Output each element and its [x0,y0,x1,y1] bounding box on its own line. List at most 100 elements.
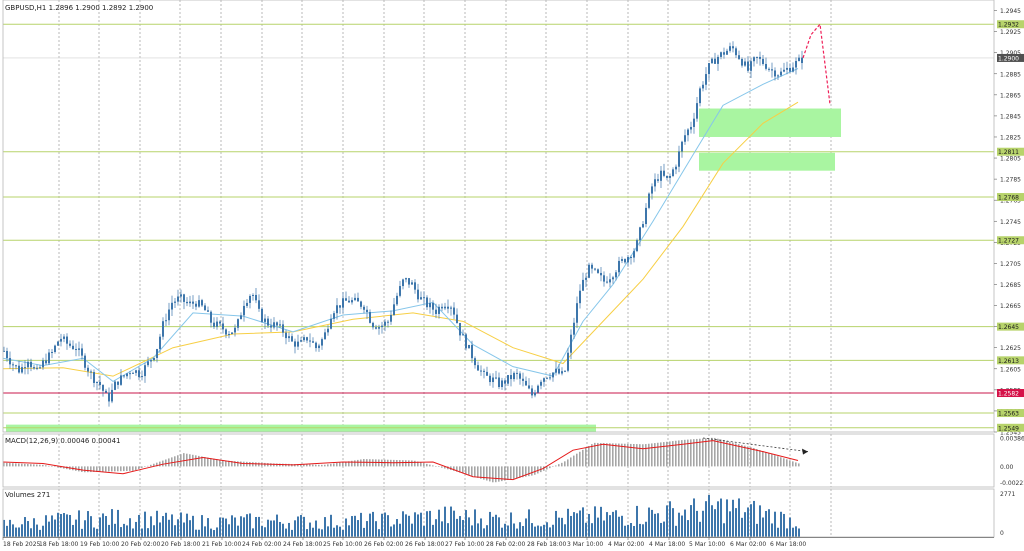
volume-bar [438,509,440,537]
candle-body [441,306,443,309]
volume-bar [366,521,368,537]
candle-body [66,336,68,344]
candle-body [273,322,275,328]
candle-body [669,175,671,178]
candle-body [744,61,746,66]
macd-bar [669,441,671,467]
candle-body [183,294,185,302]
time-label: 18 Feb 2025 [3,541,41,548]
macd-bar [750,447,752,467]
macd-bar [675,440,677,467]
macd-bar [546,466,548,470]
volume-bar [297,516,299,537]
macd-bar [678,440,680,467]
macd-bar [717,438,719,467]
candle-body [474,358,476,366]
candle-body [387,321,389,323]
macd-bar [474,466,476,477]
volume-bar [528,509,530,537]
volume-bar [714,509,716,537]
candle-body [483,370,485,372]
candle-body [414,282,416,290]
level-label: 1.2932 [998,22,1019,29]
volume-bar [120,527,122,537]
macd-tick-label: 0.00 [1000,464,1014,471]
volume-bar [459,516,461,537]
level-label-bg [997,20,1024,29]
macd-bar [480,466,482,479]
volume-bar [27,521,29,537]
macd-bar [537,466,539,474]
volume-bar [618,516,620,537]
candle-body [609,279,611,283]
volume-bar [327,526,329,537]
candle-body [192,301,194,304]
volume-bar [414,512,416,537]
price-tick-label: 1.2545 [1000,430,1021,437]
volume-bar [396,519,398,537]
candle-body [735,48,737,56]
volume-bar [219,517,221,537]
macd-bar [405,460,407,467]
macd-bar [723,440,725,467]
red-level-label: 1.2582 [998,391,1019,398]
volume-bar [573,512,575,537]
candle-body [429,303,431,308]
macd-bar [111,466,113,472]
macd-indicator [2,437,809,483]
macd-bar [105,466,107,472]
macd-bar [342,462,344,467]
volume-bar [99,517,101,537]
candle-body [642,224,644,228]
volume-bar [426,511,428,537]
volume-bar [348,525,350,537]
volume-bar [693,498,695,537]
macd-bar [90,466,92,473]
candle-body [636,240,638,252]
macd-signal-line [2,440,799,481]
candle-body [504,380,506,384]
macd-bar [249,462,251,467]
volume-bar [441,521,443,537]
candle-body [456,314,458,324]
volume-bar [351,516,353,537]
macd-bar [198,455,200,467]
macd-bar [231,460,233,467]
candle-body [84,355,86,368]
volume-bar [291,529,293,537]
candle-body [363,306,365,310]
volume-bar [750,504,752,537]
candle-body [576,303,578,323]
volume-bar [102,513,104,537]
macd-bar [456,466,458,472]
candle-body [51,351,53,353]
candle-body [522,378,524,381]
candle-body [543,378,545,382]
candle-body [318,345,320,349]
volume-bar [510,512,512,537]
price-tick-label: 1.2765 [1000,198,1021,205]
candle-body [450,307,452,309]
level-label-bg [997,356,1024,365]
volume-bar [309,522,311,537]
volume-bar [210,528,212,537]
volume-bar [270,520,272,537]
macd-bar [330,463,332,467]
candle-body [672,169,674,176]
volume-bar [609,515,611,537]
macd-bar [492,466,494,483]
candle-body [144,365,146,377]
volume-bar [666,505,668,537]
volume-bar [624,525,626,537]
volume-bar [33,518,35,537]
macd-bar [684,439,686,467]
volume-bar [633,525,635,537]
volume-bar [186,513,188,537]
volume-bar [504,523,506,537]
volume-bar [561,517,563,537]
volume-bar [762,517,764,537]
macd-bar [192,454,194,467]
volume-bar [9,519,11,537]
time-label: 26 Feb 02:00 [364,541,404,548]
macd-bar [624,443,626,467]
